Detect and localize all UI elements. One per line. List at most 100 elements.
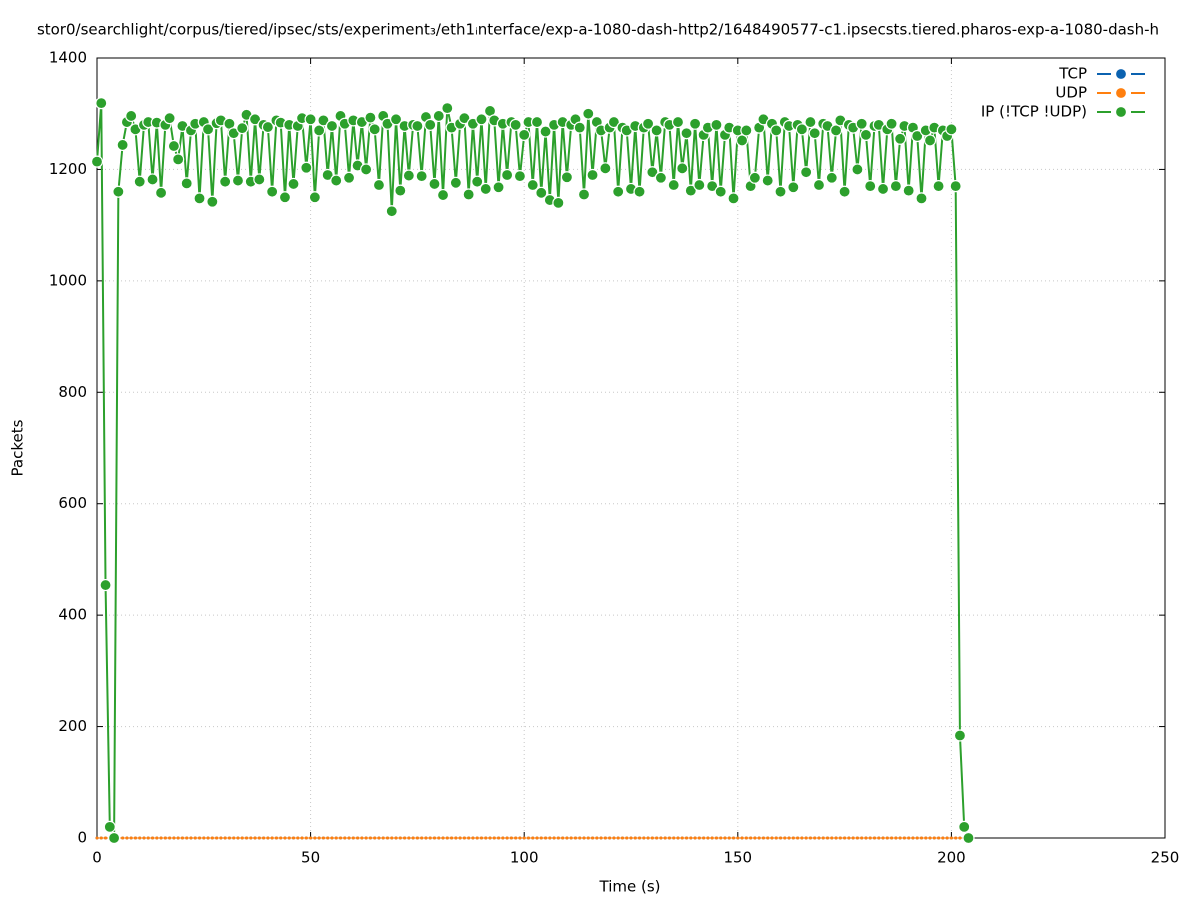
data-point bbox=[424, 118, 437, 131]
data-point bbox=[176, 836, 180, 840]
data-point bbox=[953, 729, 967, 742]
data-point bbox=[492, 181, 505, 194]
data-point bbox=[911, 836, 915, 840]
data-point bbox=[266, 185, 279, 198]
data-point bbox=[292, 836, 296, 840]
data-point bbox=[685, 836, 689, 840]
data-point bbox=[133, 836, 137, 840]
y-tick-label: 800 bbox=[58, 383, 87, 401]
data-point bbox=[851, 163, 864, 176]
data-point bbox=[671, 115, 685, 129]
data-point bbox=[561, 836, 565, 840]
data-point bbox=[907, 836, 911, 840]
data-point bbox=[432, 836, 436, 840]
data-point bbox=[167, 139, 180, 153]
data-point bbox=[766, 836, 770, 840]
data-point bbox=[471, 836, 475, 840]
data-point bbox=[719, 836, 723, 840]
data-point bbox=[458, 836, 462, 840]
data-point bbox=[313, 836, 317, 840]
data-point bbox=[475, 836, 479, 840]
data-point bbox=[932, 180, 945, 193]
data-point bbox=[232, 836, 236, 840]
data-point bbox=[813, 836, 817, 840]
data-point bbox=[343, 836, 347, 840]
data-point bbox=[748, 171, 761, 184]
data-point bbox=[821, 836, 825, 840]
data-point bbox=[180, 177, 193, 190]
data-point bbox=[560, 171, 574, 184]
data-point bbox=[838, 185, 851, 198]
data-point bbox=[270, 836, 274, 840]
data-point bbox=[573, 121, 586, 134]
data-point bbox=[928, 836, 932, 840]
data-point bbox=[501, 836, 505, 840]
data-point bbox=[676, 836, 680, 840]
y-tick-label: 1400 bbox=[49, 49, 87, 67]
y-tick-label: 1000 bbox=[49, 271, 87, 289]
data-point bbox=[582, 107, 595, 120]
data-point bbox=[586, 836, 590, 840]
data-point bbox=[616, 836, 620, 840]
data-point bbox=[99, 578, 112, 592]
data-point bbox=[642, 836, 646, 840]
data-point bbox=[800, 166, 813, 179]
data-point bbox=[650, 836, 654, 840]
data-point bbox=[838, 836, 842, 840]
data-point bbox=[595, 836, 599, 840]
data-point bbox=[881, 836, 885, 840]
data-point bbox=[368, 123, 381, 136]
data-point bbox=[843, 836, 847, 840]
data-point bbox=[437, 836, 441, 840]
data-point bbox=[142, 836, 146, 840]
data-point bbox=[518, 128, 531, 141]
data-point bbox=[121, 836, 125, 840]
data-point bbox=[274, 836, 278, 840]
data-point bbox=[390, 836, 394, 840]
data-point bbox=[330, 174, 343, 187]
data-point bbox=[800, 836, 804, 840]
data-point bbox=[603, 836, 607, 840]
data-point bbox=[227, 836, 231, 840]
data-point bbox=[829, 124, 843, 137]
data-point bbox=[714, 185, 727, 198]
data-point bbox=[296, 836, 300, 840]
data-point bbox=[300, 161, 313, 174]
data-point bbox=[774, 185, 787, 198]
data-point bbox=[633, 836, 637, 840]
data-point bbox=[855, 117, 868, 130]
data-point bbox=[958, 820, 971, 833]
data-point bbox=[877, 836, 881, 840]
legend-label: IP (!TCP !UDP) bbox=[981, 103, 1087, 121]
data-point bbox=[189, 836, 193, 840]
data-point bbox=[620, 836, 624, 840]
data-point bbox=[898, 836, 902, 840]
data-point bbox=[911, 129, 924, 143]
data-point bbox=[860, 836, 864, 840]
chart-title: stor0/searchlight/corpus/tiered/ipsec/st… bbox=[37, 21, 1159, 39]
data-point bbox=[497, 836, 501, 840]
data-point bbox=[436, 188, 450, 202]
data-point bbox=[740, 124, 753, 137]
data-point bbox=[356, 836, 360, 840]
data-point bbox=[509, 836, 513, 840]
data-point bbox=[599, 162, 612, 175]
data-point bbox=[219, 836, 223, 840]
data-point bbox=[441, 836, 445, 840]
data-point bbox=[279, 836, 283, 840]
data-point bbox=[159, 836, 163, 840]
data-point bbox=[607, 115, 621, 129]
data-point bbox=[629, 836, 633, 840]
data-point bbox=[676, 162, 689, 175]
data-point bbox=[154, 186, 168, 199]
data-point bbox=[283, 836, 287, 840]
data-point bbox=[689, 836, 693, 840]
data-point bbox=[304, 836, 308, 840]
data-point bbox=[873, 836, 877, 840]
data-point bbox=[411, 836, 415, 840]
data-point bbox=[693, 836, 697, 840]
data-point bbox=[146, 173, 159, 186]
data-point bbox=[330, 836, 334, 840]
data-point bbox=[372, 178, 386, 192]
